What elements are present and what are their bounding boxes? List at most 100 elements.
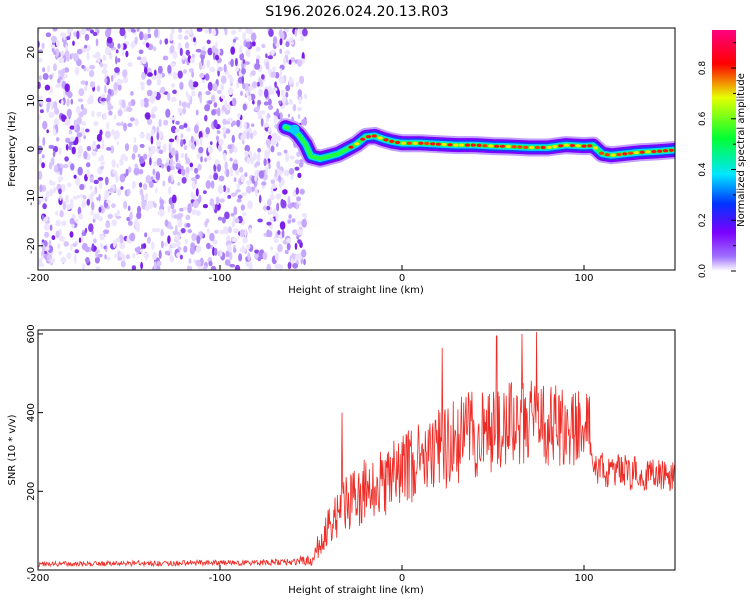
noise-speckle	[245, 91, 249, 97]
noise-speckle	[101, 142, 105, 150]
noise-speckle	[126, 107, 133, 112]
noise-speckle	[226, 244, 232, 248]
noise-speckle	[210, 180, 215, 189]
noise-speckle	[180, 139, 184, 148]
noise-speckle	[81, 200, 87, 208]
signal-hotspot	[447, 143, 453, 147]
noise-speckle	[114, 253, 118, 258]
noise-speckle	[168, 138, 175, 143]
noise-speckle	[93, 238, 97, 244]
noise-speckle	[221, 216, 226, 224]
noise-speckle	[102, 54, 107, 61]
noise-speckle	[283, 149, 288, 154]
noise-speckle	[233, 206, 238, 216]
signal-hotspot	[459, 143, 465, 147]
noise-speckle	[216, 130, 221, 135]
noise-speckle	[42, 120, 48, 130]
snr-frame	[37, 329, 676, 571]
noise-speckle	[242, 32, 247, 41]
noise-speckle	[137, 245, 141, 254]
noise-speckle	[273, 115, 277, 124]
snr-x-label: Height of straight line (km)	[288, 585, 424, 596]
noise-speckle	[64, 50, 70, 57]
noise-speckle	[227, 117, 233, 122]
noise-speckle	[76, 117, 82, 125]
noise-speckle	[269, 90, 275, 95]
noise-speckle	[233, 159, 238, 165]
noise-speckle	[142, 153, 148, 160]
noise-speckle	[254, 175, 257, 182]
noise-speckle	[91, 150, 97, 157]
noise-speckle	[298, 97, 302, 105]
noise-speckle	[45, 97, 52, 103]
noise-speckle	[272, 66, 276, 72]
noise-speckle	[82, 195, 87, 200]
noise-speckle	[92, 54, 98, 58]
noise-speckle	[61, 220, 67, 227]
noise-speckle	[301, 119, 308, 126]
noise-speckle	[289, 155, 295, 160]
noise-speckle	[198, 146, 204, 154]
noise-speckle	[84, 246, 90, 253]
noise-speckle	[172, 50, 178, 60]
noise-speckle	[219, 198, 225, 203]
noise-speckle	[208, 100, 213, 105]
noise-speckle	[174, 234, 180, 241]
noise-speckle	[227, 74, 233, 79]
noise-speckle	[86, 51, 90, 61]
x-tick-label: 0	[399, 573, 405, 584]
noise-speckle	[89, 185, 93, 191]
noise-speckle	[119, 241, 126, 250]
noise-speckle	[86, 145, 92, 152]
noise-speckle	[197, 163, 202, 171]
noise-speckle	[222, 126, 227, 133]
noise-speckle	[246, 179, 252, 186]
signal-hotspot	[523, 145, 529, 149]
noise-speckle	[156, 157, 163, 167]
noise-speckle	[141, 193, 145, 202]
noise-speckle	[268, 28, 274, 37]
noise-speckle	[116, 141, 120, 146]
noise-speckle	[120, 186, 124, 190]
noise-speckle	[86, 198, 91, 206]
noise-speckle	[218, 175, 225, 182]
y-tick-label: 10	[26, 94, 37, 107]
noise-speckle	[280, 198, 285, 208]
spectrogram-x-label: Height of straight line (km)	[288, 285, 424, 296]
noise-speckle	[80, 28, 87, 36]
noise-speckle	[266, 221, 272, 226]
noise-speckle	[231, 192, 237, 197]
noise-speckle	[217, 144, 222, 152]
noise-speckle	[208, 174, 214, 180]
noise-speckle	[250, 70, 256, 76]
noise-speckle	[98, 206, 102, 213]
noise-speckle	[275, 212, 279, 222]
noise-speckle	[115, 49, 119, 54]
noise-speckle	[171, 83, 176, 88]
noise-speckle	[184, 35, 189, 40]
noise-speckle	[53, 101, 57, 109]
noise-speckle	[176, 240, 181, 247]
noise-speckle	[57, 243, 61, 250]
noise-speckle	[177, 219, 183, 228]
noise-speckle	[220, 83, 225, 91]
noise-speckle	[267, 210, 273, 215]
noise-speckle	[113, 72, 117, 79]
noise-speckle	[279, 112, 283, 121]
noise-speckle	[144, 98, 149, 103]
noise-speckle	[278, 76, 285, 84]
noise-speckle	[247, 49, 251, 58]
noise-speckle	[295, 187, 299, 195]
signal-hotspot	[517, 145, 523, 149]
noise-speckle	[112, 239, 116, 249]
noise-speckle	[184, 153, 188, 161]
noise-speckle	[211, 109, 216, 116]
noise-speckle	[195, 174, 200, 180]
noise-speckle	[191, 233, 197, 242]
noise-speckle	[142, 243, 147, 249]
noise-speckle	[215, 196, 220, 205]
noise-speckle	[195, 245, 202, 253]
noise-speckle	[160, 228, 164, 235]
noise-speckle	[180, 133, 184, 139]
noise-speckle	[230, 212, 235, 217]
